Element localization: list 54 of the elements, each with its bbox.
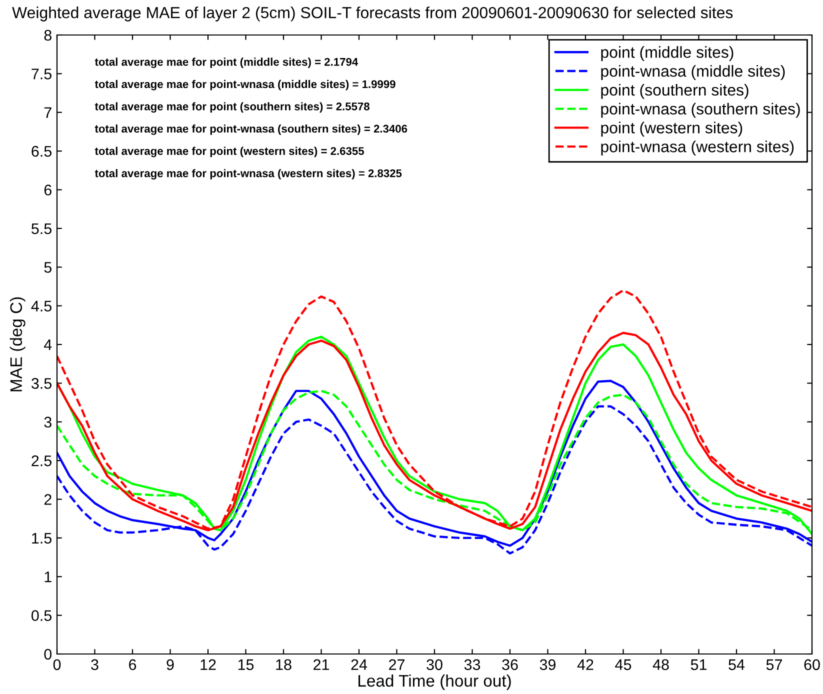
y-tick-label: 6.5 <box>32 146 52 157</box>
y-tick-label: 1.5 <box>32 532 52 544</box>
x-tick-label: 36 <box>502 659 518 670</box>
legend-label: point (southern sites) <box>601 84 748 99</box>
y-tick-label: 7 <box>44 107 52 118</box>
x-tick-label: 30 <box>426 659 442 670</box>
y-tick-label: 5.5 <box>32 223 52 234</box>
x-tick-label: 33 <box>464 659 480 670</box>
y-tick-label: 7.5 <box>32 68 52 80</box>
y-tick-label: 1 <box>44 572 52 582</box>
line-series <box>57 289 812 530</box>
x-tick-label: 27 <box>389 659 404 670</box>
x-tick-label: 42 <box>577 659 594 670</box>
y-tick-label: 0.5 <box>32 610 52 621</box>
y-tick-label: 3.5 <box>31 378 52 389</box>
x-tick-label: 21 <box>314 659 329 670</box>
y-tick-label: 5 <box>44 262 52 273</box>
y-axis-title: MAE (deg C) <box>10 297 26 392</box>
annotation: total average mae for point (middle sites) = 2.1794 <box>94 58 358 68</box>
x-tick-label: 57 <box>766 659 782 670</box>
x-tick-label: 0 <box>53 659 61 670</box>
legend-label: point-wnasa (middle sites) <box>601 65 785 80</box>
x-tick-label: 18 <box>276 659 292 670</box>
x-tick-label: 60 <box>804 659 820 670</box>
legend-label: point (western sites) <box>601 122 742 137</box>
y-tick-label: 6 <box>44 184 52 196</box>
annotation: total average mae for point (southern sites) = 2.5578 <box>94 102 370 113</box>
legend-label: point-wnasa (southern sites) <box>601 102 800 118</box>
x-tick-label: 15 <box>238 659 254 670</box>
annotation: total average mae for point-wnasa (western sites) = 2.8325 <box>94 169 402 180</box>
x-tick-label: 45 <box>615 659 632 670</box>
legend-label: point-wnasa (western sites) <box>601 140 794 156</box>
x-axis-title: Lead Time (hour out) <box>358 674 511 690</box>
x-tick-label: 9 <box>166 659 174 670</box>
annotation: total average mae for point-wnasa (southern sites) = 2.3406 <box>94 124 408 135</box>
legend-label: point (middle sites) <box>601 46 734 62</box>
x-tick-label: 54 <box>728 659 745 670</box>
y-tick-label: 4 <box>44 340 52 350</box>
y-tick-label: 0 <box>44 648 52 660</box>
y-tick-label: 3 <box>44 416 52 428</box>
y-tick-label: 2 <box>44 494 52 505</box>
x-tick-label: 12 <box>200 659 216 670</box>
chart-title: Weighted average MAE of layer 2 (5cm) SOIL-T forecasts from 20090601-20090630 for selected sites <box>12 6 733 22</box>
y-tick-label: 4.5 <box>31 300 52 312</box>
y-tick-label: 8 <box>44 30 52 41</box>
x-tick-label: 3 <box>91 659 98 670</box>
x-tick-label: 6 <box>129 659 136 670</box>
x-tick-label: 24 <box>351 659 368 670</box>
x-tick-label: 39 <box>540 659 556 670</box>
y-tick-label: 2.5 <box>32 455 52 466</box>
annotation: total average mae for point (western sites) = 2.6355 <box>94 146 364 158</box>
annotation: total average mae for point-wnasa (middle sites) = 1.9999 <box>94 80 396 90</box>
x-tick-label: 51 <box>690 659 706 670</box>
x-tick-label: 48 <box>652 659 669 670</box>
